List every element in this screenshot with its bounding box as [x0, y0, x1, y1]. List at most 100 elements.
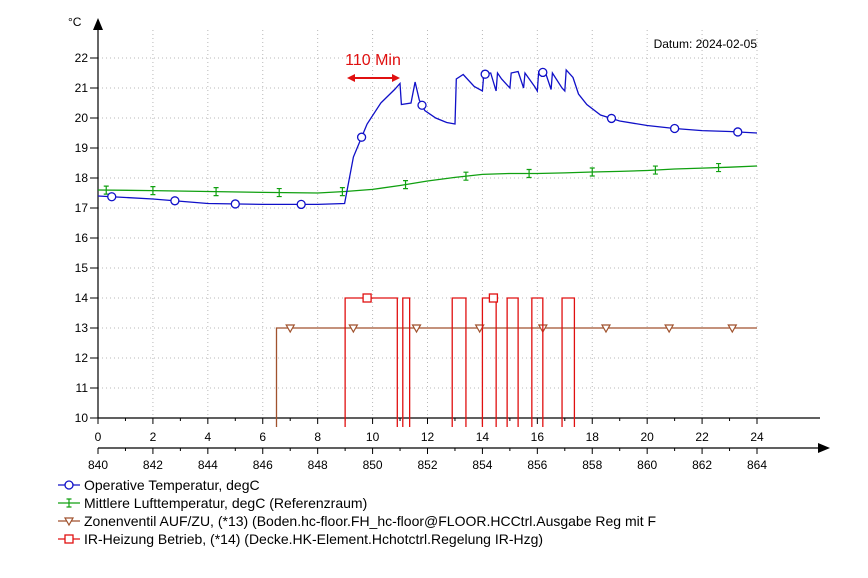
triangle-marker — [474, 324, 485, 334]
y-unit-label: °C — [68, 15, 82, 29]
circle-marker — [107, 192, 117, 202]
y-tick-label: 12 — [75, 351, 89, 365]
y-tick-label: 18 — [75, 171, 89, 185]
legend-item: Zonenventil AUF/ZU, (*13) (Boden.hc-floo… — [58, 513, 656, 529]
errorbar-marker — [103, 185, 109, 195]
circle-marker — [733, 127, 743, 137]
y-tick-label: 17 — [75, 201, 89, 215]
x-tick-label-top: 2 — [150, 430, 157, 444]
x-tick-label-bottom: 844 — [198, 458, 218, 472]
x-tick-label-top: 16 — [531, 430, 545, 444]
x-tick-label-top: 22 — [695, 430, 709, 444]
x-tick-label-top: 0 — [95, 430, 102, 444]
errorbar-marker — [403, 180, 409, 190]
x-tick-label-bottom: 858 — [582, 458, 602, 472]
series-line — [97, 68, 758, 206]
series-line — [275, 327, 757, 427]
series-line — [344, 297, 576, 427]
square-marker — [488, 293, 499, 303]
x-tick-label-top: 12 — [421, 430, 435, 444]
x-axis-arrow — [818, 443, 830, 453]
triangle-marker — [727, 324, 738, 334]
errorbar-marker — [589, 167, 595, 177]
triangle-marker — [411, 324, 422, 334]
legend-label: Zonenventil AUF/ZU, (*13) (Boden.hc-floo… — [84, 513, 656, 529]
axes: °C — [68, 15, 830, 453]
y-tick-label: 21 — [75, 81, 89, 95]
triangle-marker — [285, 324, 296, 334]
x-tick-label-top: 4 — [204, 430, 211, 444]
legend-label: Operative Temperatur, degC — [84, 477, 260, 493]
circle-marker — [230, 199, 240, 209]
legend-label: Mittlere Lufttemperatur, degC (Referenzr… — [84, 495, 367, 511]
y-tick-label: 10 — [75, 411, 89, 425]
y-tick-label: 20 — [75, 111, 89, 125]
x-ticks-bottom: 840 842 844 846 848 850 852 854 856 858 860 862 864 — [88, 448, 767, 472]
x-tick-label-bottom: 848 — [308, 458, 328, 472]
x-tick-label-bottom: 864 — [747, 458, 767, 472]
series-3 — [344, 293, 576, 427]
series-2 — [275, 324, 757, 427]
x-tick-label-top: 6 — [259, 430, 266, 444]
y-tick-label: 22 — [75, 51, 89, 65]
date-label: Datum: 2024-02-05 — [654, 37, 758, 51]
circle-marker — [64, 480, 74, 490]
x-tick-label-bottom: 852 — [417, 458, 437, 472]
x-tick-label-top: 24 — [750, 430, 764, 444]
x-ticks-top: 0 2 4 6 8 10 12 14 16 18 20 22 24 — [95, 418, 764, 444]
x-tick-label-top: 20 — [640, 430, 654, 444]
errorbar-marker — [716, 162, 722, 173]
x-tick-label-top: 14 — [476, 430, 490, 444]
annotation-label: 110 Min — [345, 52, 401, 69]
y-tick-label: 15 — [75, 261, 89, 275]
y-ticks: 10 11 12 13 14 15 16 17 18 19 20 21 22 — [75, 51, 98, 425]
y-tick-label: 19 — [75, 141, 89, 155]
circle-marker — [480, 69, 490, 79]
x-tick-label-bottom: 846 — [253, 458, 273, 472]
triangle-marker — [63, 517, 75, 527]
grid — [98, 30, 758, 418]
legend: Operative Temperatur, degC Mittlere Luftt… — [58, 477, 656, 547]
circle-marker — [356, 132, 367, 142]
legend-item: Mittlere Lufttemperatur, degC (Referenzr… — [58, 495, 367, 511]
x-tick-label-top: 8 — [314, 430, 321, 444]
x-tick-label-top: 18 — [586, 430, 600, 444]
series-line — [97, 165, 758, 194]
errorbar-marker — [339, 187, 345, 197]
series-0 — [97, 67, 758, 210]
y-tick-label: 16 — [75, 231, 89, 245]
x-tick-label-bottom: 856 — [527, 458, 547, 472]
square-marker — [362, 293, 372, 303]
x-tick-label-top: 10 — [366, 430, 380, 444]
x-tick-label-bottom: 840 — [88, 458, 108, 472]
x-tick-label-bottom: 850 — [363, 458, 383, 472]
errorbar-marker — [526, 168, 532, 179]
errorbar-marker — [213, 187, 219, 197]
triangle-marker — [664, 324, 675, 334]
series-1 — [97, 162, 758, 198]
duration-annotation: 110 Min — [345, 52, 401, 82]
x-tick-label-bottom: 860 — [637, 458, 657, 472]
legend-item: Operative Temperatur, degC — [58, 477, 260, 493]
circle-marker — [296, 199, 306, 210]
circle-marker — [669, 123, 680, 134]
circle-marker — [606, 113, 617, 124]
circle-marker — [417, 100, 427, 110]
x-tick-label-bottom: 862 — [692, 458, 712, 472]
errorbar-marker — [463, 171, 469, 181]
square-marker — [64, 534, 74, 544]
triangle-marker — [348, 324, 359, 334]
triangle-marker — [600, 324, 612, 334]
y-tick-label: 11 — [76, 381, 89, 395]
errorbar-marker — [652, 165, 658, 175]
y-axis-arrow — [93, 18, 103, 30]
legend-item: IR-Heizung Betrieb, (*14) (Decke.HK-Elem… — [58, 531, 543, 547]
errorbar-marker — [66, 498, 72, 508]
x-tick-label-bottom: 842 — [143, 458, 163, 472]
y-tick-label: 13 — [75, 321, 89, 335]
x-tick-label-bottom: 854 — [472, 458, 492, 472]
y-tick-label: 14 — [75, 291, 89, 305]
circle-marker — [170, 196, 180, 206]
errorbar-marker — [150, 186, 156, 196]
